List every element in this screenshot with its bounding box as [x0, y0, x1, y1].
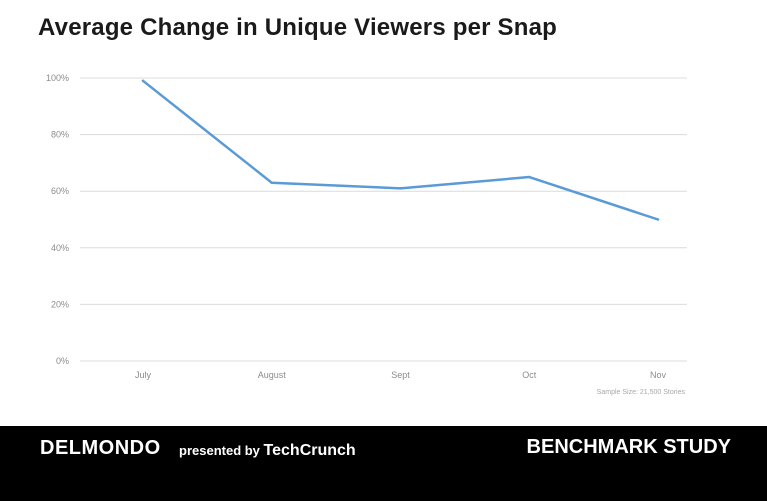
data-point-sept	[399, 187, 402, 190]
benchmark-study-label: BENCHMARK STUDY	[526, 436, 731, 458]
footer-banner: DELMONDO presented by TechCrunch BENCHMA…	[0, 426, 767, 501]
presented-by-label: presented by	[179, 443, 260, 458]
presented-by-line: presented by TechCrunch	[179, 442, 356, 460]
data-point-oct	[528, 175, 531, 179]
data-point-nov	[656, 218, 660, 221]
data-point-august	[270, 181, 273, 184]
y-tick-label: 100%	[46, 73, 69, 83]
x-tick-label: Oct	[522, 370, 537, 380]
series-line	[141, 79, 660, 221]
y-tick-label: 60%	[51, 186, 69, 196]
brand-logo-text: DELMONDO	[40, 437, 161, 459]
y-tick-label: 40%	[51, 243, 69, 253]
sponsor-name: TechCrunch	[263, 442, 356, 459]
line-chart: 0% 20% 40% 60% 80% 100% July August Sept Oct Nov	[46, 73, 687, 380]
x-tick-label: July	[135, 370, 152, 380]
x-tick-label: August	[258, 370, 287, 380]
x-tick-label: Sept	[391, 370, 410, 380]
y-tick-label: 20%	[51, 299, 69, 309]
data-point-july	[141, 79, 145, 83]
sample-size-note: Sample Size: 21,500 Stories	[596, 389, 685, 396]
x-tick-label: Nov	[650, 370, 667, 380]
y-tick-label: 80%	[51, 130, 69, 140]
chart-title: Average Change in Unique Viewers per Sna…	[38, 14, 558, 41]
y-tick-label: 0%	[56, 356, 69, 366]
